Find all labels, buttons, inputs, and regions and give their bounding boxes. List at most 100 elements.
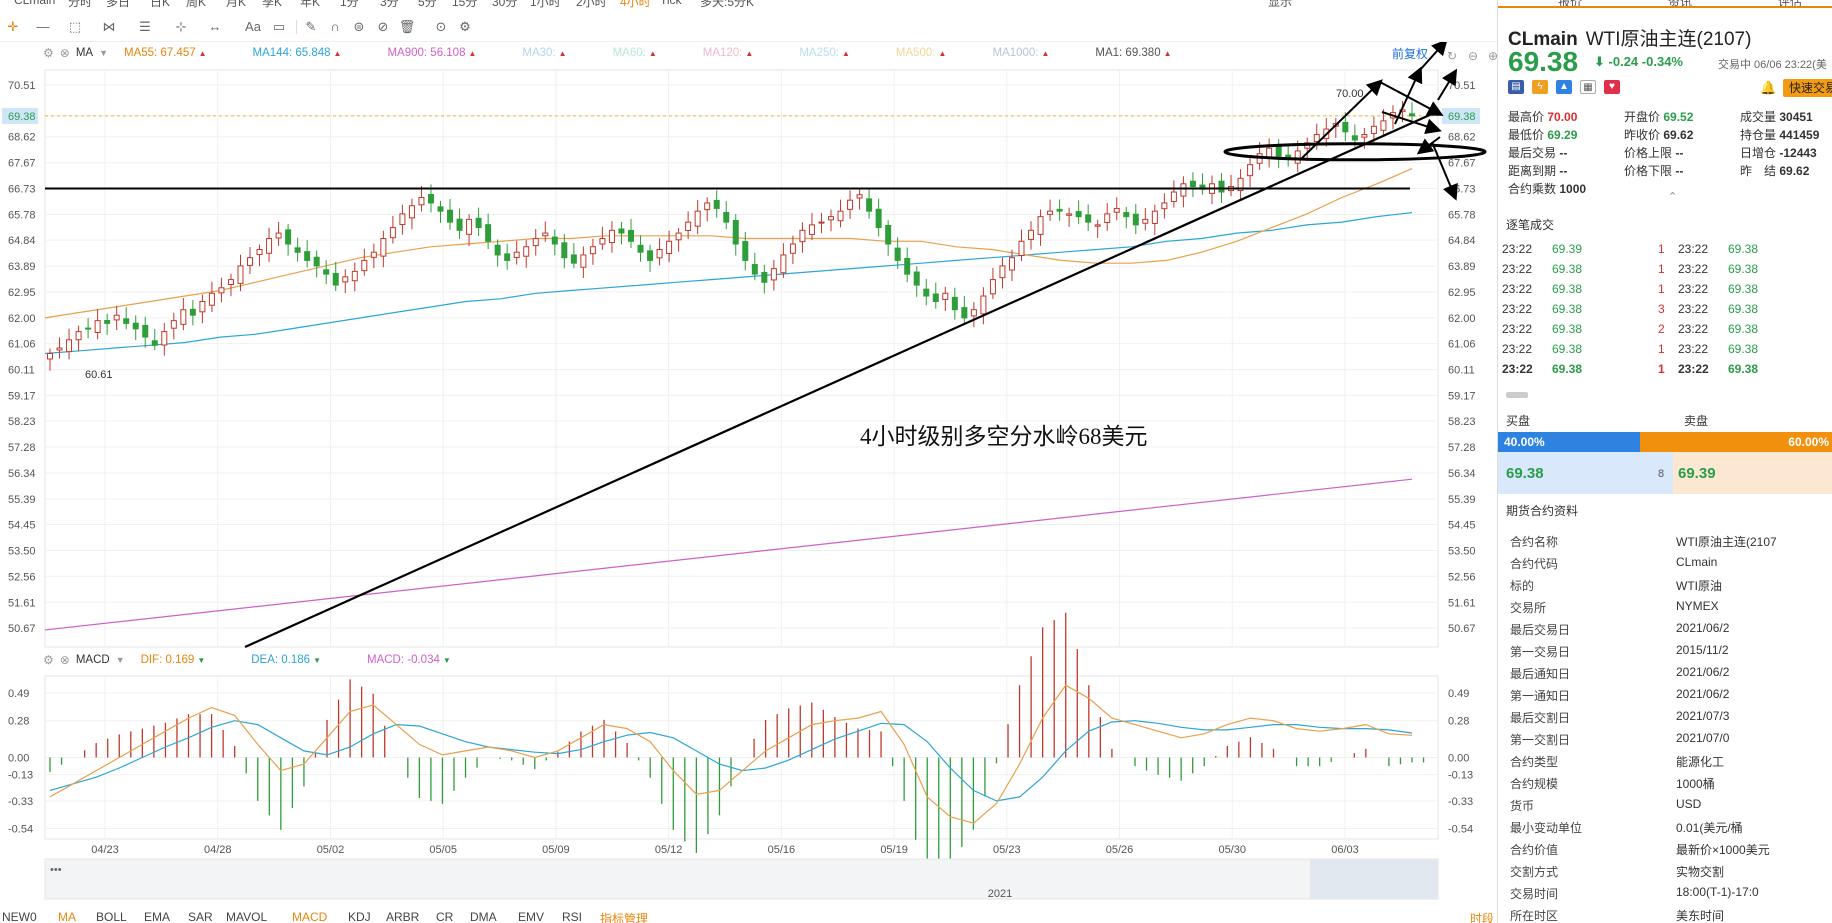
period-tab[interactable]: 1小时	[530, 0, 561, 8]
indicator-tab[interactable]: RSI	[562, 910, 583, 923]
time-segment-button[interactable]: 时段	[1470, 912, 1495, 923]
period-tab[interactable]: 年K	[300, 0, 321, 8]
scroll-handle[interactable]	[1506, 392, 1528, 398]
annotation-arrow[interactable]	[1416, 136, 1441, 155]
settings-icon[interactable]: ⚙	[43, 653, 54, 667]
period-tab[interactable]: 分时	[68, 0, 93, 8]
indicator-tab[interactable]: CR	[436, 910, 454, 923]
annotation-arrow[interactable]	[1381, 111, 1442, 134]
period-tab[interactable]: CLmain	[14, 0, 56, 7]
annotation-arrow[interactable]	[1379, 81, 1444, 116]
highlight-ellipse[interactable]	[1223, 142, 1487, 162]
more-icon[interactable]: •••	[50, 864, 62, 876]
period-tab[interactable]: 3分	[380, 0, 399, 8]
period-tab[interactable]: 日K	[150, 0, 171, 8]
indicator-tab[interactable]: MA	[58, 910, 76, 923]
main-indicator-label[interactable]: MA	[75, 47, 94, 59]
period-tab[interactable]: 多日	[106, 0, 131, 8]
zoom-in-icon[interactable]: ⊕	[1488, 49, 1498, 63]
indicator-tab[interactable]: SAR	[188, 910, 213, 923]
candle	[1113, 207, 1120, 213]
annotation-arrow[interactable]	[1431, 141, 1458, 201]
settings-icon[interactable]: ⚙	[43, 46, 54, 60]
indicator-tab[interactable]: EMV	[518, 910, 545, 923]
period-tab[interactable]: 1分	[340, 0, 359, 8]
period-tab[interactable]: 15分	[452, 0, 478, 8]
comment-tool-icon[interactable]: ▭	[272, 19, 286, 34]
chevron-down-icon[interactable]: ▼	[115, 655, 125, 665]
lock-icon[interactable]: ⊜	[353, 19, 365, 34]
pencil-icon[interactable]: ✎	[305, 19, 317, 34]
indicator-tab[interactable]: DMA	[470, 910, 497, 923]
heart-icon[interactable]: ♥	[1604, 80, 1620, 94]
panel-tab[interactable]: 报价	[1558, 0, 1583, 8]
annotation-arrow[interactable]	[1437, 68, 1458, 101]
y-tick-label-right: 61.06	[1448, 339, 1476, 351]
chevron-down-icon[interactable]: ▼	[99, 48, 108, 58]
indicator-tab[interactable]: KDJ	[348, 910, 371, 923]
stat-value: -12443	[1779, 146, 1817, 160]
shape-tool-icon[interactable]: ⬚	[68, 19, 82, 34]
period-tab[interactable]: 5分	[418, 0, 437, 8]
collapse-caret-icon[interactable]: ⌃	[1668, 191, 1678, 203]
chart-area[interactable]: 04/23 04/28 05/02 05/05 05/09 05/12 05/16 05/19…	[0, 42, 1500, 907]
lightning-icon[interactable]: ϟ	[1532, 80, 1548, 94]
fib-tool-icon[interactable]: ⋈	[102, 19, 116, 34]
close-icon[interactable]: ⊗	[59, 653, 70, 667]
front-adjust-button[interactable]: 前复权	[1392, 47, 1429, 61]
zoom-out-icon[interactable]: ⊖	[1468, 49, 1478, 63]
annotation-arrow[interactable]	[1299, 79, 1383, 161]
text-tool-icon[interactable]: Aa	[245, 19, 261, 34]
tick-price: 69.38	[1552, 262, 1583, 276]
calendar-icon[interactable]: ▦	[1580, 80, 1596, 94]
settings-icon[interactable]: ⚙	[459, 19, 471, 34]
main-plot-area[interactable]	[44, 69, 1439, 648]
close-icon[interactable]: ⊗	[59, 46, 70, 60]
tick-volume: 1	[1658, 262, 1665, 276]
delete-icon[interactable]: 🗑	[398, 19, 416, 34]
period-tab[interactable]: 季K	[262, 0, 283, 8]
indicator-tab[interactable]: ARBR	[386, 910, 420, 923]
crosshair-icon[interactable]: ✛	[7, 19, 19, 34]
period-tab[interactable]: 周K	[186, 0, 207, 8]
refresh-icon[interactable]: ↻	[1447, 49, 1457, 63]
period-tab[interactable]: Tick	[660, 0, 682, 7]
indicator-tab[interactable]: EMA	[144, 910, 171, 923]
price-chart[interactable]: 04/23 04/28 05/02 05/05 05/09 05/12 05/16 05/19…	[0, 42, 1500, 907]
panel-tab[interactable]: 资讯	[1668, 0, 1693, 8]
arrow-tool-icon[interactable]: ↔	[208, 19, 222, 34]
period-tab[interactable]: 30分	[492, 0, 518, 8]
eye-icon[interactable]: ⊙	[435, 19, 447, 34]
candle	[304, 251, 311, 261]
annotation-arrow[interactable]	[1394, 66, 1423, 125]
navigator-window[interactable]	[1310, 859, 1438, 899]
hide-icon[interactable]: ⊘	[377, 19, 389, 34]
macd-tick-label-left: -0.54	[8, 823, 33, 835]
candle	[1018, 240, 1025, 256]
display-button[interactable]: 显示	[1268, 0, 1293, 8]
measure-tool-icon[interactable]: ⊹	[175, 19, 187, 34]
annotation-arrow[interactable]	[1419, 42, 1448, 71]
indicator-tab[interactable]: BOLL	[96, 910, 127, 923]
sub-indicator-label[interactable]: MACD	[75, 654, 110, 666]
trend-line[interactable]	[244, 110, 1439, 649]
indicator-tab[interactable]: NEW0	[2, 910, 37, 923]
quick-trade-button[interactable]: 快速交易	[1783, 79, 1832, 97]
indicator-tab[interactable]: MAVOL	[226, 910, 268, 923]
panel-tab[interactable]: 评估	[1778, 0, 1803, 8]
chart-icon[interactable]: ▲	[1556, 80, 1572, 94]
candle	[1351, 135, 1358, 141]
period-tab[interactable]: 2小时	[576, 0, 607, 8]
candle	[1409, 113, 1415, 117]
period-tab[interactable]: 4小时	[620, 0, 651, 8]
indicator-tab[interactable]: MACD	[292, 910, 328, 923]
channel-tool-icon[interactable]: ☰	[139, 19, 151, 34]
x-tick-label: 05/05	[429, 844, 457, 856]
period-tab[interactable]: 多天:5分K	[700, 0, 755, 8]
magnet-icon[interactable]: ∩	[330, 19, 340, 34]
line-tool-icon[interactable]: —	[36, 19, 50, 34]
bell-icon[interactable]: 🔔	[1760, 80, 1777, 95]
timeline-navigator[interactable]	[44, 858, 1439, 900]
period-tab[interactable]: 月K	[226, 0, 247, 8]
indicator-tab[interactable]: 指标管理	[600, 912, 649, 923]
